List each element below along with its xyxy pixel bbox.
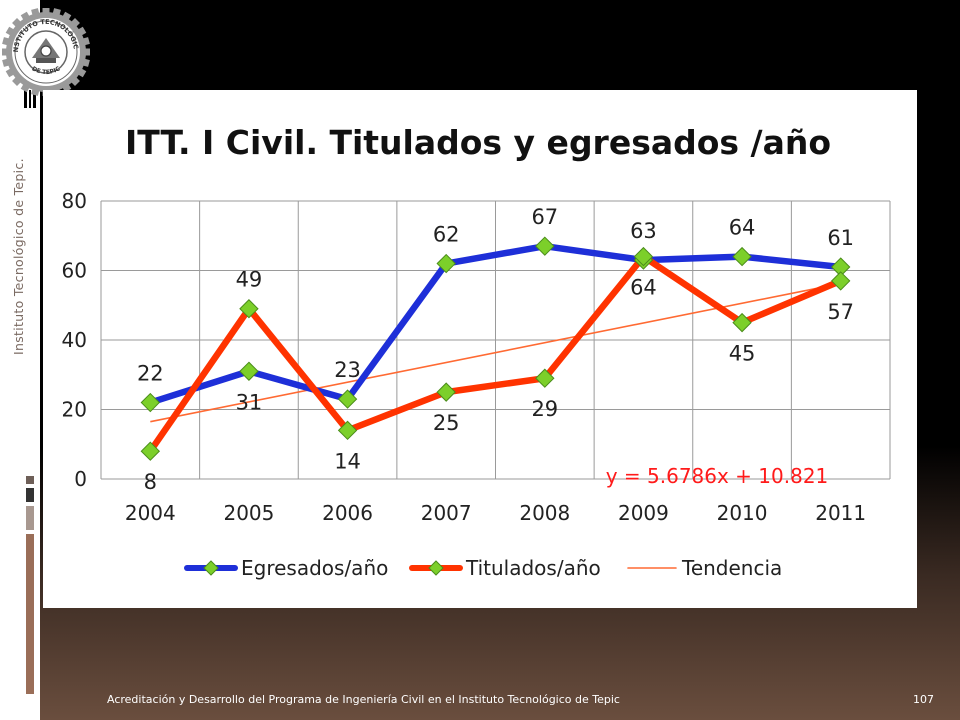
data-point-marker: [732, 246, 752, 267]
x-tick-label: 2007: [421, 501, 472, 525]
data-point-marker: [337, 389, 358, 409]
institution-seal-logo: INSTITUTO TECNOLÓGICO DE TEPIC: [2, 8, 90, 96]
y-tick-label: 60: [62, 259, 87, 283]
data-point-marker: [337, 420, 358, 441]
legend-marker: [428, 560, 444, 576]
data-label: 63: [630, 219, 657, 243]
chart-title: ITT. I Civil. Titulados y egresados /año: [125, 123, 831, 162]
x-tick-label: 2009: [618, 501, 669, 525]
x-axis-ticks: 2004 2005 2006 2007 2008 2009 2010 2011: [125, 501, 866, 525]
data-point-marker: [633, 246, 654, 267]
data-point-marker: [239, 361, 259, 381]
data-label: 49: [236, 268, 263, 292]
side-institution-text: Instituto Tecnológico de Tepic.: [11, 158, 26, 355]
data-labels-group: 22 31 23 62 67 63 64 61 8 49 14 25 29 64 45 57: [137, 205, 854, 494]
data-point-marker: [140, 392, 161, 413]
x-tick-label: 2004: [125, 501, 176, 525]
trendline-equation: y = 5.6786x + 10.821: [606, 464, 829, 488]
data-label: 45: [729, 342, 756, 366]
data-label: 23: [334, 358, 361, 382]
y-tick-label: 0: [74, 467, 87, 491]
data-label: 22: [137, 362, 164, 386]
x-tick-label: 2005: [223, 501, 274, 525]
data-label: 57: [827, 300, 854, 324]
line-chart: ITT. I Civil. Titulados y egresados /año…: [62, 123, 891, 580]
x-tick-label: 2011: [815, 501, 866, 525]
data-label: 64: [630, 276, 657, 300]
data-point-marker: [535, 368, 555, 388]
logo-text-bottom: DE TEPIC: [31, 65, 62, 76]
legend-label: Egresados/año: [241, 556, 388, 580]
data-label: 14: [334, 449, 361, 473]
data-label: 64: [729, 216, 756, 240]
data-point-marker: [436, 382, 456, 402]
chart-panel: ITT. I Civil. Titulados y egresados /año…: [43, 90, 917, 608]
series-line-titulados: [147, 253, 844, 455]
y-tick-label: 40: [62, 328, 87, 352]
data-point-marker: [830, 271, 851, 291]
y-tick-label: 20: [62, 398, 87, 422]
trendline-group: [150, 282, 841, 423]
y-axis-ticks: 0 20 40 60 80: [62, 189, 87, 491]
data-label: 25: [433, 411, 460, 435]
data-point-marker: [732, 312, 752, 333]
data-label: 8: [144, 470, 157, 494]
chart-grid: [100, 200, 891, 480]
series-line-egresados: [147, 242, 844, 406]
page-number: 107: [913, 693, 934, 706]
chart-legend: Egresados/año Titulados/año Tendencia: [184, 556, 782, 580]
trendline: [150, 282, 841, 423]
data-label: 31: [236, 390, 263, 414]
svg-text:DE TEPIC: DE TEPIC: [31, 65, 62, 76]
data-label: 62: [433, 223, 460, 247]
legend-label: Tendencia: [681, 556, 782, 580]
legend-label: Titulados/año: [465, 556, 601, 580]
y-tick-label: 80: [62, 189, 87, 213]
data-point-marker: [535, 236, 555, 256]
slide-footer: Acreditación y Desarrollo del Programa d…: [107, 693, 620, 706]
x-tick-label: 2010: [717, 501, 768, 525]
data-point-marker: [239, 299, 259, 319]
legend-marker: [203, 560, 219, 576]
x-tick-label: 2006: [322, 501, 373, 525]
x-tick-label: 2008: [519, 501, 570, 525]
data-point-marker: [436, 253, 456, 274]
data-point-marker: [140, 441, 161, 461]
data-label: 29: [531, 397, 558, 421]
data-label: 61: [827, 226, 854, 250]
series-group: [140, 236, 851, 461]
data-label: 67: [531, 205, 558, 229]
